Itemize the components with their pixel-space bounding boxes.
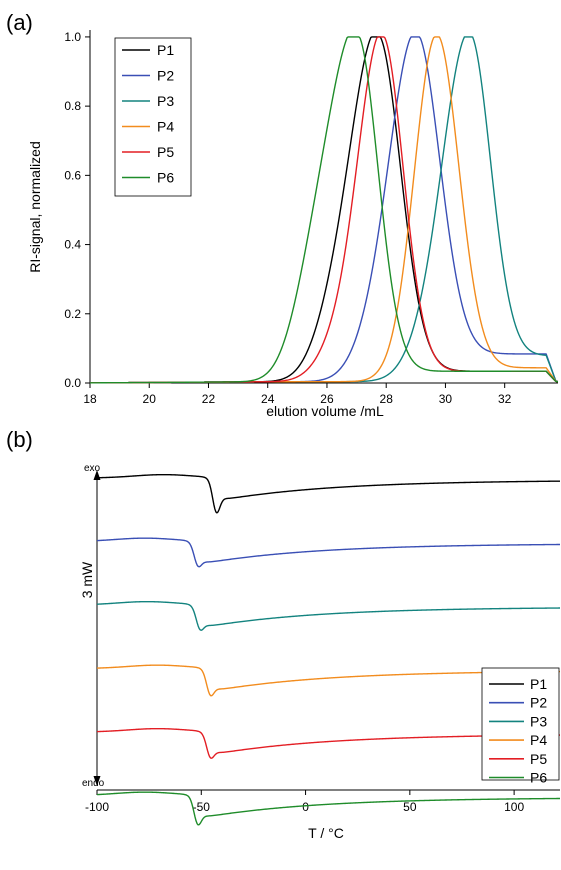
panel-b-legend-label: P1: [530, 676, 547, 692]
panel-b-label: (b): [6, 427, 33, 452]
panel-b-x-tick-label: -50: [193, 800, 211, 814]
panel-a-x-tick-label: 24: [261, 392, 275, 406]
panel-b-legend-label: P2: [530, 695, 547, 711]
panel-b-x-axis-title: T / °C: [308, 825, 344, 841]
panel-a-series-p6-line: [90, 36, 558, 384]
panel-a-legend: P1 P2 P3 P4 P5 P6: [114, 37, 192, 197]
panel-a-legend-label: P3: [157, 93, 174, 109]
panel-b-series-p1-line: [96, 473, 561, 514]
panel-a-label: (a): [6, 10, 33, 35]
panel-a-x-axis-title: elution volume /mL: [266, 403, 384, 419]
panel-a-x-tick-label: 32: [498, 392, 512, 406]
panel-b-series-p2-line: [96, 537, 561, 568]
panel-a-legend-label: P6: [157, 170, 174, 186]
panel-a-y-tick-label: 0.2: [64, 307, 81, 321]
panel-b-legend: P1 P2 P3 P4 P5 P6: [481, 667, 560, 786]
panel-b: (b) exo endo 3 mW -100 -50 0 50 100 T / °C P…: [6, 427, 561, 841]
panel-a-y-ticks: 0.0 0.2 0.4 0.6 0.8 1.0: [64, 30, 90, 390]
panel-b-endo-label: endo: [82, 778, 105, 789]
panel-b-legend-box: [481, 667, 560, 781]
panel-b-x-ticks: -100 -50 0 50 100: [85, 790, 524, 814]
panel-a-y-tick-label: 0.0: [64, 376, 81, 390]
panel-b-legend-label: P3: [530, 713, 547, 729]
panel-b-series-p3-line: [96, 600, 561, 631]
panel-b-legend-label: P5: [530, 751, 547, 767]
panel-a-legend-label: P4: [157, 119, 174, 135]
panel-a-x-ticks: 18 20 22 24 26 28 30 32: [83, 383, 512, 406]
panel-a-legend-label: P1: [157, 42, 174, 58]
panel-b-scale-bar-label: 3 mW: [79, 561, 95, 598]
panel-a-y-tick-label: 0.6: [64, 168, 81, 182]
panel-b-legend-label: P4: [530, 732, 547, 748]
panel-b-x-tick-label: 0: [302, 800, 309, 814]
panel-a-curves: [90, 36, 559, 384]
panel-a-x-tick-label: 28: [380, 392, 394, 406]
panel-b-exo-label: exo: [84, 463, 101, 474]
panel-a-x-tick-label: 20: [143, 392, 157, 406]
panel-b-endo-arrow-head: [93, 776, 101, 786]
panel-a-legend-box: [114, 37, 192, 197]
panel-b-legend-label: P6: [530, 770, 547, 786]
panel-a-y-tick-label: 1.0: [64, 30, 81, 44]
panel-a-y-tick-label: 0.8: [64, 99, 81, 113]
panel-b-x-tick-label: -100: [85, 800, 109, 814]
panel-a-y-axis-title: RI-signal, normalized: [27, 141, 43, 273]
panel-b-series-p6-line: [96, 791, 561, 826]
panel-a-x-tick-label: 18: [83, 392, 97, 406]
panel-a-x-tick-label: 26: [320, 392, 334, 406]
panel-a-legend-label: P5: [157, 144, 174, 160]
panel-a: (a) 18 20 22 24 26 28 30 32 0.00.20.40.60.81.0 …: [6, 10, 559, 419]
panel-a-x-tick-label: 22: [202, 392, 216, 406]
panel-a-x-tick-label: 30: [439, 392, 453, 406]
panel-b-x-tick-label: 50: [403, 800, 417, 814]
panel-a-legend-label: P2: [157, 68, 174, 84]
panel-b-x-tick-label: 100: [504, 800, 524, 814]
panel-a-y-tick-label: 0.4: [64, 238, 81, 252]
